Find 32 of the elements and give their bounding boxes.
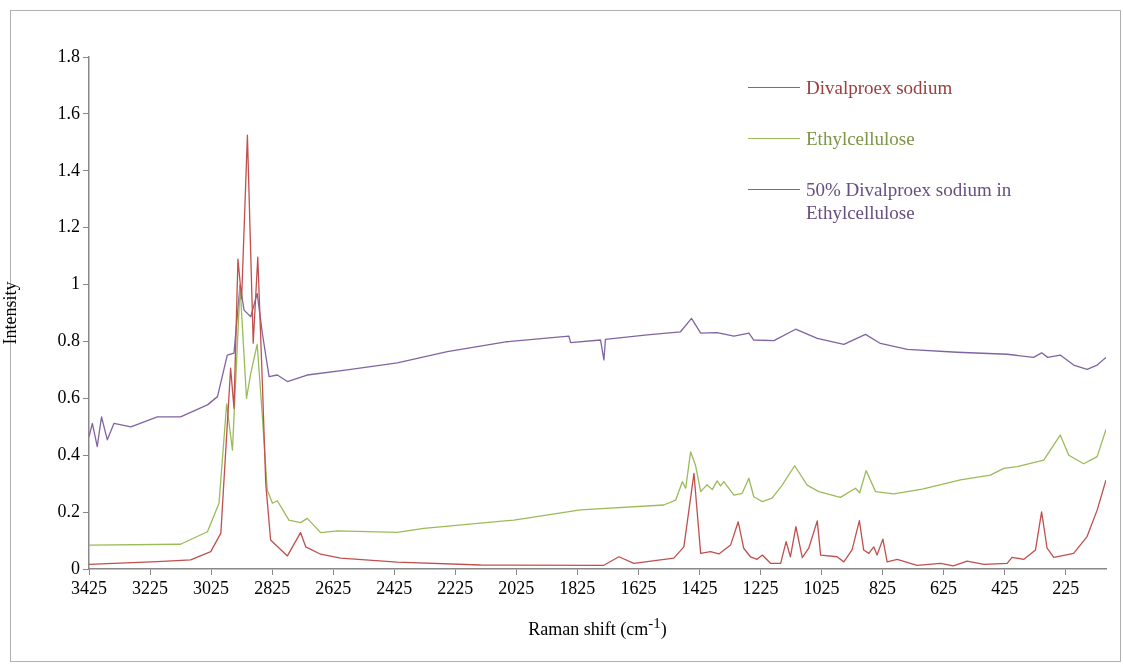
x-tick-label: 225 (1052, 577, 1080, 598)
x-tick-label: 2625 (315, 577, 352, 598)
y-tick-label: 1.6 (57, 102, 80, 123)
x-tick-label: 1025 (803, 577, 840, 598)
x-axis-title: Raman shift (cm$^{-1}$) (527, 615, 668, 640)
x-tick-label: 625 (930, 577, 958, 598)
x-tick-label: 2825 (254, 577, 291, 598)
x-tick-label: 825 (869, 577, 897, 598)
x-tick-label: 3425 (71, 577, 107, 598)
x-tick-label: 3025 (193, 577, 230, 598)
y-axis-title: Intensity (0, 281, 20, 345)
x-tick-label: 1625 (620, 577, 657, 598)
y-tick-label: 1.4 (57, 159, 80, 180)
legend-label: Ethylcellulose (806, 127, 915, 150)
legend-label: 50% Divalproex sodium in Ethylcellulose (806, 178, 1013, 224)
y-tick-label: 0.4 (57, 443, 80, 464)
y-tick-label: 0.6 (57, 387, 80, 408)
y-tick-label: 1.8 (57, 45, 80, 66)
y-tick-label: 0.8 (57, 330, 80, 351)
x-tick-label: 3225 (132, 577, 169, 598)
x-tick-label: 1225 (742, 577, 779, 598)
x-tick-label: 1425 (681, 577, 718, 598)
x-tick-label: 2225 (437, 577, 474, 598)
y-tick-label: 1.2 (57, 216, 80, 237)
x-tick-label: 1825 (559, 577, 596, 598)
y-tick-label: 0 (71, 557, 80, 578)
y-tick-label: 1 (71, 273, 80, 294)
legend-label: Divalproex sodium (806, 76, 953, 99)
x-tick-label: 2025 (498, 577, 535, 598)
x-tick-label: 2425 (376, 577, 413, 598)
y-tick-label: 0.2 (57, 500, 80, 521)
x-tick-label: 425 (991, 577, 1019, 598)
